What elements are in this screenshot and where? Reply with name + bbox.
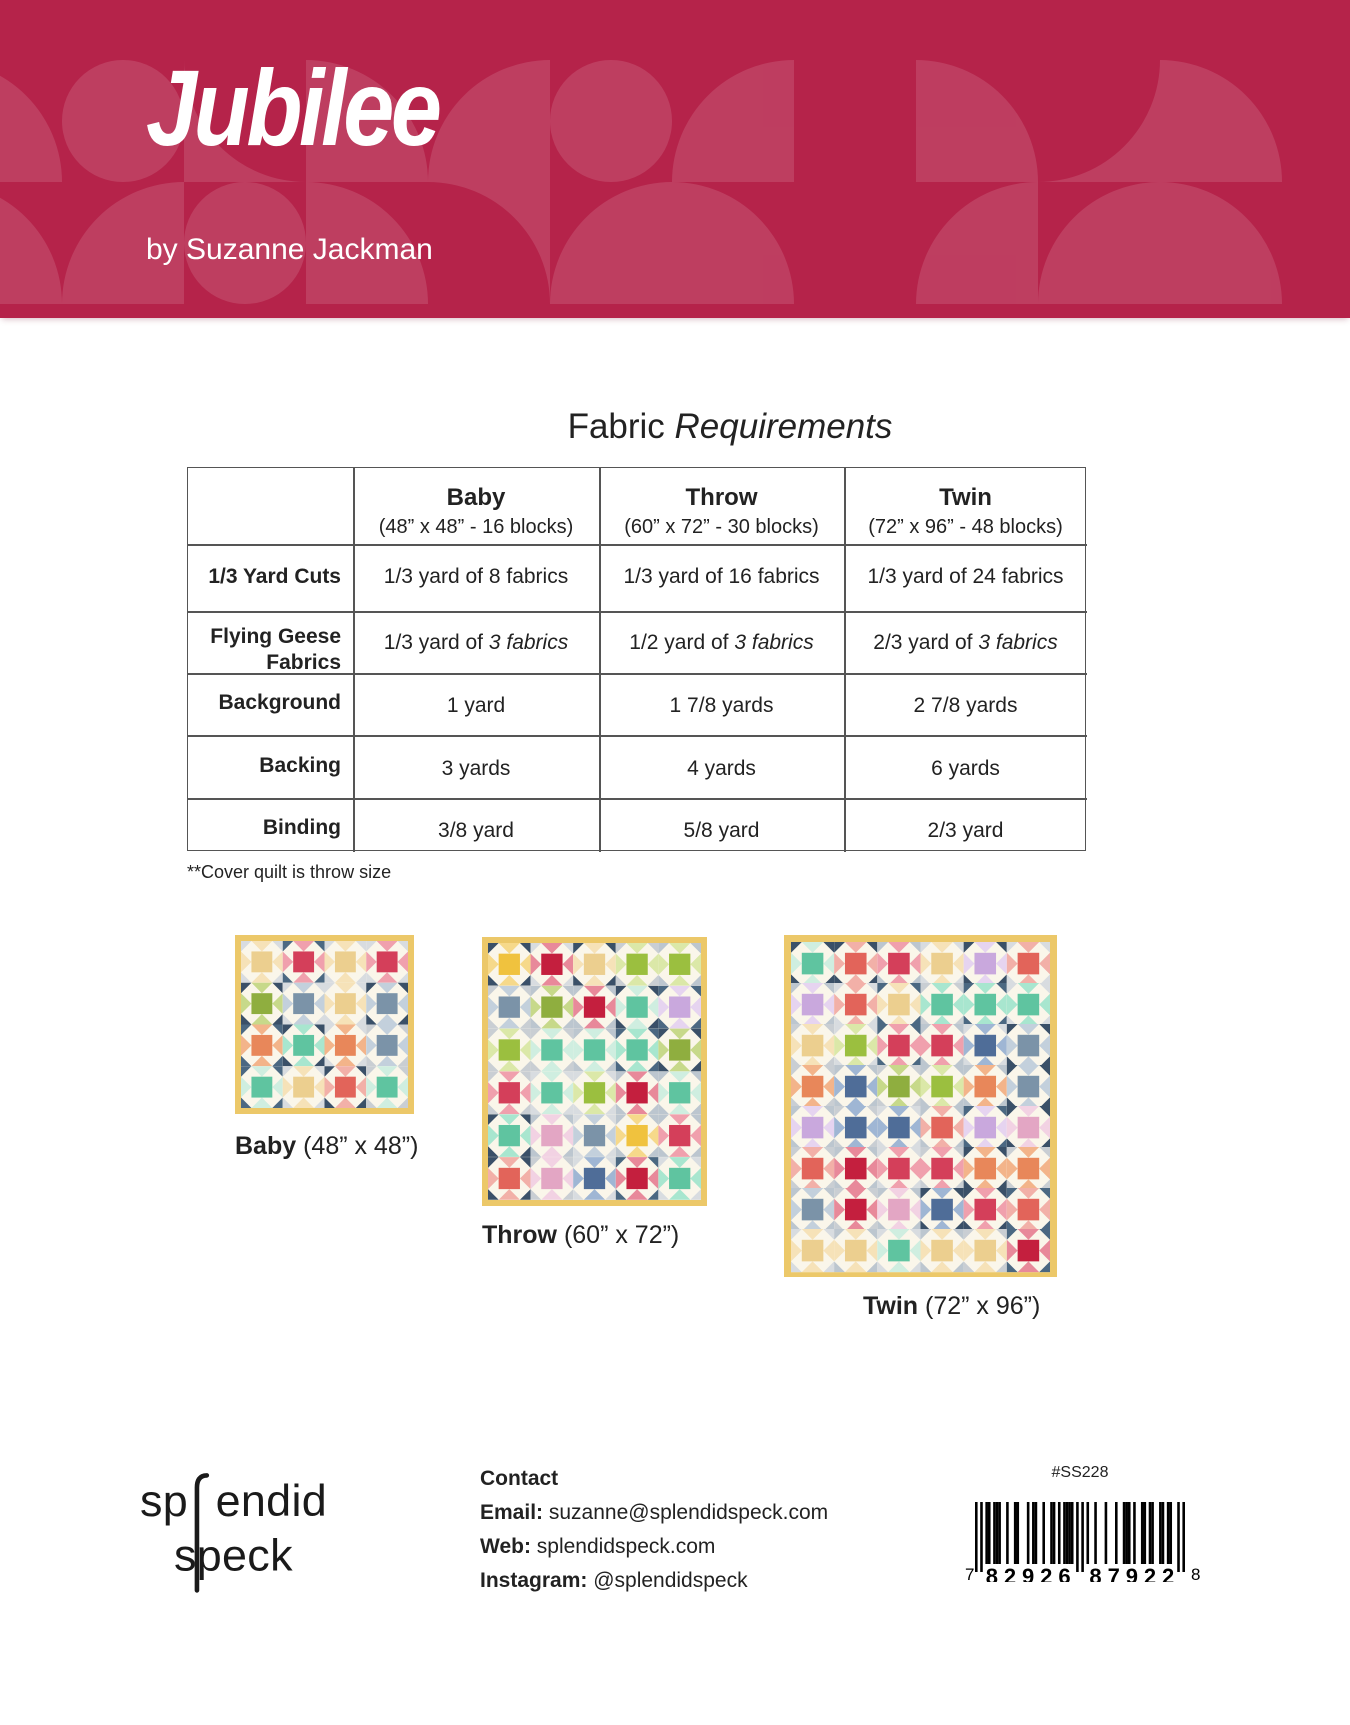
svg-text:#SS228: #SS228 [1052, 1464, 1109, 1481]
svg-text:8: 8 [986, 1564, 998, 1582]
svg-text:2: 2 [1040, 1564, 1052, 1582]
svg-text:endid: endid [216, 1475, 327, 1526]
svg-text:8: 8 [1089, 1564, 1101, 1582]
svg-text:8: 8 [1191, 1565, 1200, 1582]
svg-text:7: 7 [1108, 1564, 1120, 1582]
svg-text:sp: sp [140, 1475, 188, 1526]
svg-text:speck: speck [174, 1530, 293, 1581]
svg-text:9: 9 [1022, 1564, 1034, 1582]
svg-text:2: 2 [1004, 1564, 1016, 1582]
svg-text:6: 6 [1058, 1564, 1070, 1582]
svg-text:2: 2 [1144, 1564, 1156, 1582]
svg-text:2: 2 [1162, 1564, 1174, 1582]
svg-text:9: 9 [1126, 1564, 1138, 1582]
